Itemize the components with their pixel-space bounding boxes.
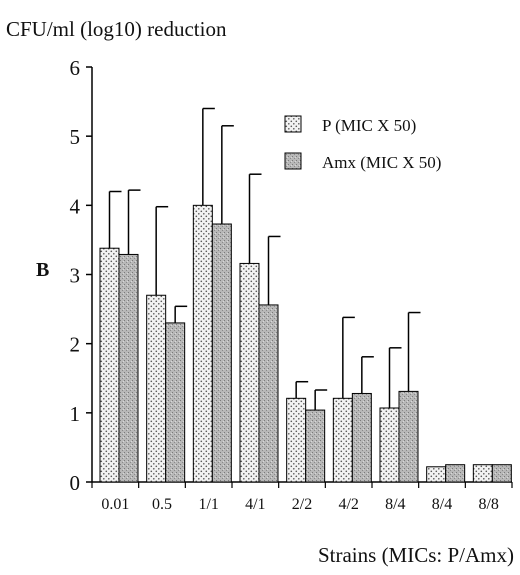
x-tick-label: 4/2: [338, 496, 358, 513]
bar-p-5: [332, 397, 353, 483]
bar-p-2: [192, 204, 213, 483]
y-tick-label: 2: [70, 333, 81, 357]
legend-swatch-p: [284, 115, 302, 133]
y-tick-label: 0: [70, 471, 81, 495]
bar-p-0: [99, 247, 120, 483]
bar-amx-8: [491, 464, 512, 483]
error-bars: [108, 107, 421, 411]
bar-amx-2: [211, 223, 232, 483]
bars: [99, 204, 512, 483]
x-tick-label: 4/1: [245, 496, 265, 513]
x-tick-label: 1/1: [198, 496, 218, 513]
bar-p-3: [239, 262, 260, 483]
bar-p-6: [379, 407, 400, 483]
y-axis: 0 1 2 3 4 5 6: [70, 56, 93, 495]
bar-amx-6: [398, 390, 419, 483]
x-tick-label: 8/4: [385, 496, 405, 513]
bar-p-8: [472, 464, 493, 483]
bar-p-4: [286, 397, 307, 483]
legend-label-p: P (MIC X 50): [322, 116, 416, 135]
bar-amx-5: [351, 392, 372, 483]
x-tick-label: 0.5: [152, 496, 172, 513]
legend: P (MIC X 50) Amx (MIC X 50): [284, 115, 441, 172]
legend-swatch-amx: [284, 152, 302, 170]
y-tick-label: 3: [70, 264, 81, 288]
y-axis-title: CFU/ml (log10) reduction: [6, 17, 227, 41]
x-axis: 0.01 0.5 1/1 4/1 2/2 4/2 8/4 8/4 8/8: [91, 481, 513, 513]
legend-label-amx: Amx (MIC X 50): [322, 153, 441, 172]
bar-amx-3: [258, 304, 279, 483]
panel-label: B: [36, 259, 49, 281]
x-tick-label: 0.01: [101, 496, 129, 513]
x-axis-title: Strains (MICs: P/Amx): [318, 543, 514, 567]
bar-amx-1: [165, 322, 186, 483]
y-tick-label: 1: [70, 402, 81, 426]
bar-amx-7: [445, 464, 466, 483]
x-tick-label: 2/2: [292, 496, 312, 513]
bar-amx-0: [118, 253, 139, 483]
y-tick-label: 6: [70, 56, 81, 80]
bar-p-1: [146, 294, 167, 483]
bar-p-7: [426, 466, 447, 483]
x-tick-label: 8/4: [432, 496, 452, 513]
y-tick-label: 4: [70, 194, 81, 218]
x-tick-label: 8/8: [478, 496, 498, 513]
y-tick-label: 5: [70, 125, 81, 149]
bar-amx-4: [305, 409, 326, 483]
